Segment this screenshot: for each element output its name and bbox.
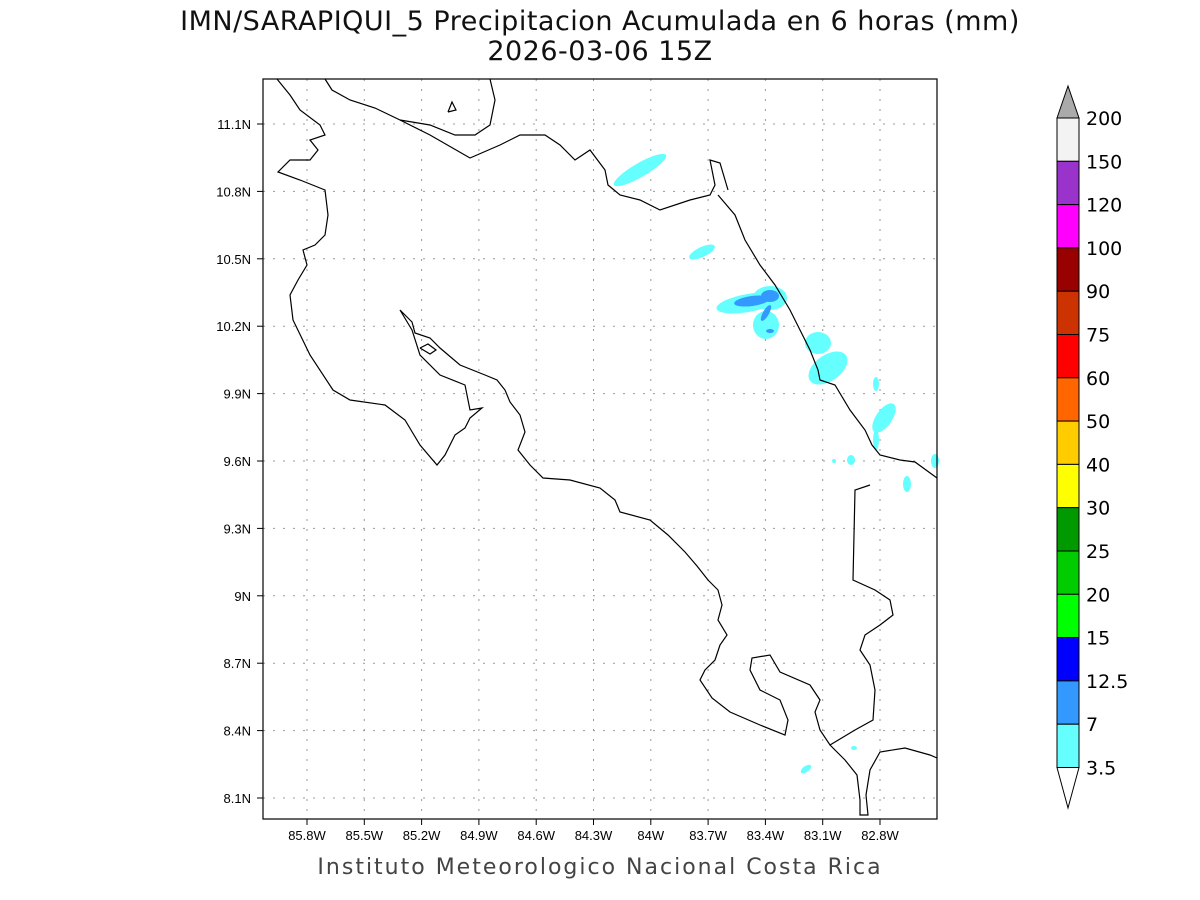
map-title: IMN/SARAPIQUI_5 Precipitacion Acumulada …: [180, 6, 1020, 37]
lat-tick-label: 9.9N: [224, 387, 251, 402]
colorbar-label: 90: [1086, 281, 1110, 303]
coastlines: [276, 78, 938, 816]
lat-tick-label: 9.3N: [224, 521, 251, 536]
lon-tick-label: 84.3W: [575, 828, 613, 843]
colorbar-box: [1056, 593, 1080, 639]
colorbar-box: [1056, 680, 1080, 725]
colorbar-box: [1056, 204, 1080, 249]
colorbar-label: 40: [1086, 454, 1110, 476]
lat-tick-label: 8.7N: [224, 656, 251, 671]
caribbean-coast: [717, 194, 938, 479]
panama-border: [829, 484, 894, 746]
small-island: [447, 100, 457, 113]
nicaragua-border: [324, 78, 729, 211]
map-frame: [262, 78, 938, 820]
lat-tick-label: 10.2N: [216, 319, 251, 334]
precip-cyan: [931, 454, 939, 468]
colorbar-label: 15: [1086, 628, 1110, 650]
colorbar-box: [1056, 507, 1080, 552]
lon-tick-label: 82.8W: [861, 828, 899, 843]
colorbar-label: 25: [1086, 541, 1110, 563]
colorbar-label: 50: [1086, 411, 1110, 433]
colorbar-box: [1056, 550, 1080, 595]
precip-cyan: [903, 476, 911, 492]
colorbar-label: 3.5: [1086, 758, 1116, 780]
colorbar-label: 100: [1086, 238, 1122, 260]
nicoya-island: [419, 343, 438, 355]
colorbar-over-triangle: [1056, 84, 1080, 119]
lat-tick-label: 8.4N: [224, 724, 251, 739]
nicaragua-coast: [399, 78, 496, 136]
colorbar-box: [1056, 463, 1080, 509]
precip-cyan: [847, 455, 855, 465]
lat-tick-label: 10.8N: [216, 184, 251, 199]
colorbar-box: [1056, 247, 1080, 292]
lon-tick-label: 83.4W: [747, 828, 785, 843]
colorbar-box: [1056, 377, 1080, 422]
lon-tick-label: 84.9W: [460, 828, 498, 843]
lat-tick-label: 9.6N: [224, 454, 251, 469]
colorbar-label: 12.5: [1086, 671, 1128, 693]
lon-tick-label: 84.6W: [517, 828, 555, 843]
precip-blue: [760, 305, 772, 321]
lon-tick-label: 85.5W: [346, 828, 384, 843]
precip-cyan: [832, 459, 836, 463]
lat-tick-label: 11.1N: [217, 117, 251, 132]
pacific-coast: [276, 78, 938, 816]
colorbar-label: 60: [1086, 368, 1110, 390]
credit-text: Instituto Meteorologico Nacional Costa R…: [317, 855, 883, 880]
lat-tick-label: 9N: [234, 589, 251, 604]
colorbar-label: 120: [1086, 195, 1122, 217]
colorbar: 200 150 120 100 90 75 60 50 40 30 25 20 15 12.5 7 3.5: [1056, 84, 1128, 810]
precip-cyan: [805, 332, 831, 354]
lon-tick-label: 83.7W: [689, 828, 727, 843]
precip-cyan: [872, 403, 896, 433]
colorbar-under-triangle: [1056, 767, 1080, 810]
precip-cyan: [800, 764, 812, 774]
colorbar-box: [1056, 160, 1080, 206]
precip-blue: [761, 290, 779, 302]
lon-tick-label: 85.2W: [403, 828, 441, 843]
precip-cyan: [808, 351, 848, 385]
precip-blue: [766, 329, 774, 333]
lat-tick-label: 10.5N: [216, 252, 251, 267]
precip-cyan: [873, 377, 879, 391]
map-valid-time: 2026-03-06 15Z: [487, 36, 713, 67]
axis-ticks: 85.8W 85.5W 85.2W 84.9W 84.6W 84.3W 84W 83.7W 83…: [216, 117, 899, 843]
colorbar-label: 7: [1086, 714, 1098, 736]
grid-lines: [263, 79, 937, 819]
colorbar-label: 30: [1086, 498, 1110, 520]
precipitation-areas: [613, 153, 939, 774]
colorbar-box: [1056, 637, 1080, 682]
precip-cyan: [689, 244, 715, 260]
lat-tick-label: 8.1N: [224, 791, 251, 806]
precip-cyan: [851, 746, 857, 750]
colorbar-box: [1056, 290, 1080, 336]
colorbar-box: [1056, 117, 1080, 162]
colorbar-label: 150: [1086, 151, 1122, 173]
colorbar-box: [1056, 334, 1080, 379]
precip-cyan: [873, 430, 879, 450]
precip-blue: [734, 295, 770, 307]
lon-tick-label: 83.1W: [804, 828, 842, 843]
precip-cyan: [613, 153, 667, 187]
colorbar-box: [1056, 723, 1080, 769]
colorbar-label: 20: [1086, 584, 1110, 606]
colorbar-box: [1056, 420, 1080, 465]
colorbar-label: 200: [1086, 108, 1122, 130]
lon-tick-label: 85.8W: [288, 828, 326, 843]
colorbar-label: 75: [1086, 325, 1110, 347]
lon-tick-label: 84W: [637, 828, 664, 843]
